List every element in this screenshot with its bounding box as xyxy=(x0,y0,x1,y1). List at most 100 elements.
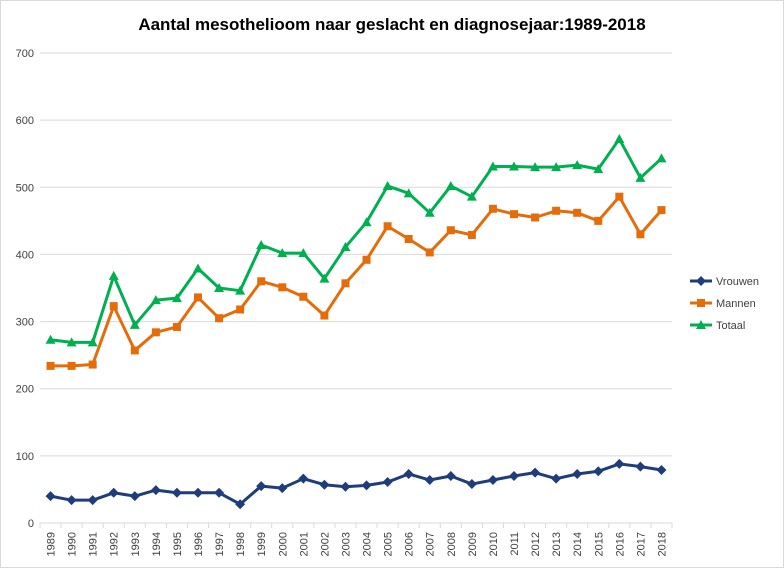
data-point xyxy=(256,481,267,492)
data-point xyxy=(87,495,98,506)
x-tick-label: 2012 xyxy=(530,532,542,556)
data-point xyxy=(530,162,541,172)
x-tick-label: 2002 xyxy=(319,532,331,556)
data-point xyxy=(488,204,497,213)
series-line xyxy=(50,137,663,344)
data-point xyxy=(171,293,182,303)
y-tick-label: 500 xyxy=(16,182,34,194)
data-point xyxy=(424,207,435,217)
data-point xyxy=(362,255,371,264)
x-tick-label: 1995 xyxy=(172,532,184,556)
x-tick-label: 1990 xyxy=(67,532,79,556)
data-point xyxy=(467,230,476,239)
data-point xyxy=(88,360,97,369)
x-tick-label: 2009 xyxy=(467,532,479,556)
data-point xyxy=(509,471,519,481)
y-tick-label: 700 xyxy=(16,48,34,60)
data-point xyxy=(319,479,330,490)
series-line xyxy=(50,195,663,368)
data-point xyxy=(657,206,666,215)
data-point xyxy=(320,311,329,320)
data-point xyxy=(67,361,76,370)
data-point xyxy=(214,487,225,498)
y-tick-label: 300 xyxy=(16,317,34,329)
data-point xyxy=(256,240,267,250)
y-tick-labels: 0 100 200 300 400 500 600 700 xyxy=(16,48,34,530)
data-point xyxy=(383,222,392,231)
series-line xyxy=(50,462,662,506)
series-mannen xyxy=(46,192,666,370)
data-point xyxy=(593,466,604,477)
y-tick-label: 0 xyxy=(28,518,34,530)
series-totaal xyxy=(45,133,667,347)
data-point xyxy=(551,162,562,172)
x-tick-label: 2007 xyxy=(425,532,437,556)
data-point xyxy=(45,491,56,502)
x-tick-label: 1999 xyxy=(256,532,268,556)
data-point xyxy=(487,475,498,486)
data-point xyxy=(235,285,246,295)
legend-label: Mannen xyxy=(716,298,756,310)
x-tick-label: 2005 xyxy=(383,532,395,556)
data-point xyxy=(278,283,287,292)
x-tick-label: 2006 xyxy=(404,532,416,556)
x-tick-label: 2000 xyxy=(277,532,289,556)
data-point xyxy=(466,191,477,201)
data-point xyxy=(171,487,182,498)
y-tick-label: 200 xyxy=(16,384,34,396)
data-point xyxy=(341,279,350,288)
series-vrouwen xyxy=(45,458,667,510)
data-point xyxy=(403,468,414,479)
data-point xyxy=(572,468,583,479)
data-point xyxy=(340,481,351,492)
data-point xyxy=(298,248,309,258)
y-tick-label: 400 xyxy=(16,249,34,261)
data-point xyxy=(108,487,119,498)
data-point xyxy=(487,161,498,171)
data-point xyxy=(257,277,266,286)
data-point xyxy=(552,206,561,215)
data-point xyxy=(615,192,624,201)
data-point xyxy=(696,320,706,329)
legend-item-mannen: Mannen xyxy=(690,298,756,310)
data-point xyxy=(551,473,562,484)
x-tick-label: 2013 xyxy=(551,532,563,556)
data-point xyxy=(382,180,393,190)
data-point xyxy=(172,322,181,331)
x-tick-label: 2004 xyxy=(362,532,374,556)
data-point xyxy=(215,314,224,323)
x-tick-label: 1997 xyxy=(214,532,226,556)
x-tick-label: 1994 xyxy=(151,532,163,556)
data-point xyxy=(150,485,161,496)
x-tick-label: 2011 xyxy=(509,532,521,556)
data-point xyxy=(531,213,540,222)
legend: Vrouwen Mannen Totaal xyxy=(690,276,759,332)
data-point xyxy=(150,295,161,305)
x-tick-label: 2015 xyxy=(593,532,605,556)
data-point xyxy=(193,263,203,273)
x-tick-label: 1996 xyxy=(193,532,205,556)
data-point xyxy=(129,319,140,329)
x-tick-label: 2001 xyxy=(298,532,310,556)
x-tick-label: 1992 xyxy=(109,532,121,556)
data-point xyxy=(382,477,393,488)
data-point xyxy=(108,270,119,280)
x-tick-label: 2008 xyxy=(446,532,458,556)
legend-label: Vrouwen xyxy=(716,276,759,288)
data-point xyxy=(656,464,667,475)
data-point xyxy=(510,210,518,219)
gridlines xyxy=(40,52,672,457)
x-tick-label: 1989 xyxy=(46,532,58,556)
data-point xyxy=(635,461,646,472)
data-point xyxy=(404,234,413,243)
data-point xyxy=(151,328,160,337)
chart-title: Aantal mesothelioom naar geslacht en dia… xyxy=(138,15,645,34)
data-point xyxy=(593,164,604,174)
data-point xyxy=(636,230,645,239)
data-point xyxy=(594,216,603,225)
x-tick-label: 1998 xyxy=(235,532,247,556)
data-point xyxy=(236,305,245,314)
data-point xyxy=(129,491,140,502)
x-tick-label: 2016 xyxy=(614,532,626,556)
